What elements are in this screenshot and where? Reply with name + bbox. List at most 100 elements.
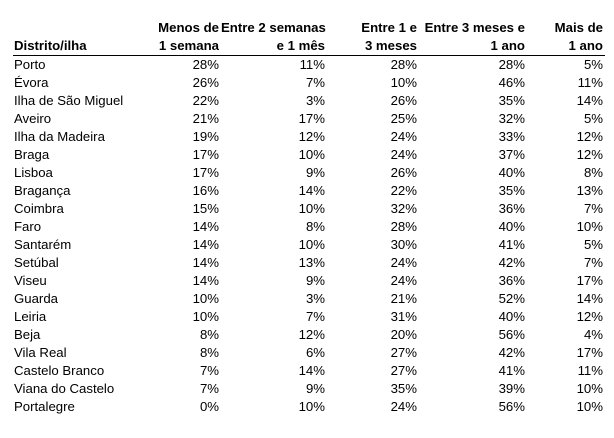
table-row: Aveiro 21% 17% 25% 32% 5%	[13, 110, 605, 128]
table-row: Braga 17% 10% 24% 37% 12%	[13, 146, 605, 164]
header-line-2: 1 ano	[490, 37, 525, 53]
header-row: Distrito/ilha Menos de 1 semana Entre 2 sem…	[13, 18, 605, 56]
percentage-cell: 14%	[192, 218, 219, 234]
percentage-cell: 7%	[583, 254, 603, 270]
percentage-cell: 14%	[192, 254, 219, 270]
percentage-cell: 26%	[390, 164, 417, 180]
percentage-cell: 9%	[305, 272, 325, 288]
percentage-cell: 42%	[498, 254, 525, 270]
percentage-cell: 5%	[583, 110, 603, 126]
table-row: Vila Real 8% 6% 27% 42% 17%	[13, 344, 605, 362]
percentage-cell: 17%	[298, 110, 325, 126]
percentage-cell: 24%	[390, 128, 417, 144]
district-name-cell: Guarda	[14, 290, 58, 306]
percentage-cell: 28%	[390, 218, 417, 234]
percentage-cell: 10%	[390, 74, 417, 90]
header-line-1: Entre 2 semanas	[221, 19, 326, 35]
header-line-2: 1 semana	[158, 37, 219, 53]
percentage-cell: 21%	[390, 290, 417, 306]
percentage-cell: 10%	[298, 398, 325, 414]
district-name-cell: Porto	[14, 56, 46, 72]
percentage-cell: 35%	[390, 380, 417, 396]
percentage-cell: 28%	[390, 56, 417, 72]
percentage-cell: 14%	[298, 182, 325, 198]
percentage-cell: 40%	[498, 218, 525, 234]
percentage-cell: 16%	[192, 182, 219, 198]
percentage-cell: 36%	[498, 200, 525, 216]
district-name-cell: Faro	[14, 218, 42, 234]
percentage-cell: 7%	[199, 380, 219, 396]
table-row: Santarém 14% 10% 30% 41% 5%	[13, 236, 605, 254]
percentage-cell: 10%	[576, 380, 603, 396]
district-name-cell: Ilha de São Miguel	[14, 92, 124, 108]
percentage-cell: 13%	[576, 182, 603, 198]
percentage-cell: 35%	[498, 92, 525, 108]
percentage-cell: 28%	[192, 56, 219, 72]
percentage-cell: 26%	[192, 74, 219, 90]
header-3-months-1-year: Entre 3 meses e 1 ano	[419, 18, 527, 56]
percentage-cell: 4%	[583, 326, 603, 342]
header-line-2: 3 meses	[364, 37, 417, 53]
header-line-1: Mais de	[554, 19, 603, 35]
percentage-cell: 17%	[576, 272, 603, 288]
district-name-cell: Aveiro	[14, 110, 52, 126]
header-line-1: Entre 3 meses e	[424, 19, 525, 35]
percentage-cell: 12%	[576, 146, 603, 162]
percentage-cell: 32%	[498, 110, 525, 126]
percentage-cell: 39%	[498, 380, 525, 396]
table-row: Ilha da Madeira 19% 12% 24% 33% 12%	[13, 128, 605, 146]
percentage-cell: 6%	[305, 344, 325, 360]
district-name-cell: Portalegre	[14, 398, 75, 414]
table-row: Faro 14% 8% 28% 40% 10%	[13, 218, 605, 236]
percentage-cell: 19%	[192, 128, 219, 144]
header-line-1: Menos de	[158, 19, 219, 35]
percentage-cell: 46%	[498, 74, 525, 90]
percentage-cell: 56%	[498, 326, 525, 342]
percentage-cell: 17%	[192, 146, 219, 162]
district-name-cell: Setúbal	[14, 254, 59, 270]
percentage-cell: 21%	[192, 110, 219, 126]
percentage-cell: 12%	[298, 128, 325, 144]
percentage-cell: 8%	[199, 326, 219, 342]
percentage-cell: 14%	[192, 236, 219, 252]
table-row: Viseu 14% 9% 24% 36% 17%	[13, 272, 605, 290]
district-name-cell: Beja	[14, 326, 41, 342]
header-line-2: 1 ano	[568, 37, 603, 53]
district-name-cell: Bragança	[14, 182, 71, 198]
district-name-cell: Coimbra	[14, 200, 64, 216]
district-name-cell: Viseu	[14, 272, 47, 288]
percentage-cell: 8%	[305, 218, 325, 234]
percentage-cell: 24%	[390, 254, 417, 270]
table-row: Beja 8% 12% 20% 56% 4%	[13, 326, 605, 344]
percentage-cell: 10%	[192, 308, 219, 324]
percentage-cell: 7%	[305, 308, 325, 324]
percentage-cell: 15%	[192, 200, 219, 216]
percentage-cell: 10%	[298, 146, 325, 162]
table-row: Castelo Branco 7% 14% 27% 41% 11%	[13, 362, 605, 380]
table-row: Évora 26% 7% 10% 46% 11%	[13, 74, 605, 92]
percentage-cell: 5%	[583, 56, 603, 72]
table-row: Setúbal 14% 13% 24% 42% 7%	[13, 254, 605, 272]
percentage-cell: 33%	[498, 128, 525, 144]
percentage-cell: 37%	[498, 146, 525, 162]
percentage-cell: 17%	[192, 164, 219, 180]
data-table: Distrito/ilha Menos de 1 semana Entre 2 sem…	[13, 18, 605, 416]
header-line-1: Entre 1 e	[361, 19, 417, 35]
percentage-cell: 10%	[192, 290, 219, 306]
percentage-cell: 22%	[192, 92, 219, 108]
header-1-3-months: Entre 1 e 3 meses	[327, 18, 419, 56]
header-2-weeks-1-month: Entre 2 semanas e 1 mês	[221, 18, 327, 56]
percentage-cell: 9%	[305, 164, 325, 180]
percentage-cell: 24%	[390, 398, 417, 414]
table-row: Lisboa 17% 9% 26% 40% 8%	[13, 164, 605, 182]
header-line-2: Distrito/ilha	[14, 37, 87, 53]
table-row: Guarda 10% 3% 21% 52% 14%	[13, 290, 605, 308]
data-table-container: Distrito/ilha Menos de 1 semana Entre 2 sem…	[13, 18, 605, 416]
percentage-cell: 10%	[298, 236, 325, 252]
percentage-cell: 35%	[498, 182, 525, 198]
percentage-cell: 14%	[576, 92, 603, 108]
percentage-cell: 40%	[498, 308, 525, 324]
table-row: Leiria 10% 7% 31% 40% 12%	[13, 308, 605, 326]
percentage-cell: 25%	[390, 110, 417, 126]
percentage-cell: 41%	[498, 362, 525, 378]
